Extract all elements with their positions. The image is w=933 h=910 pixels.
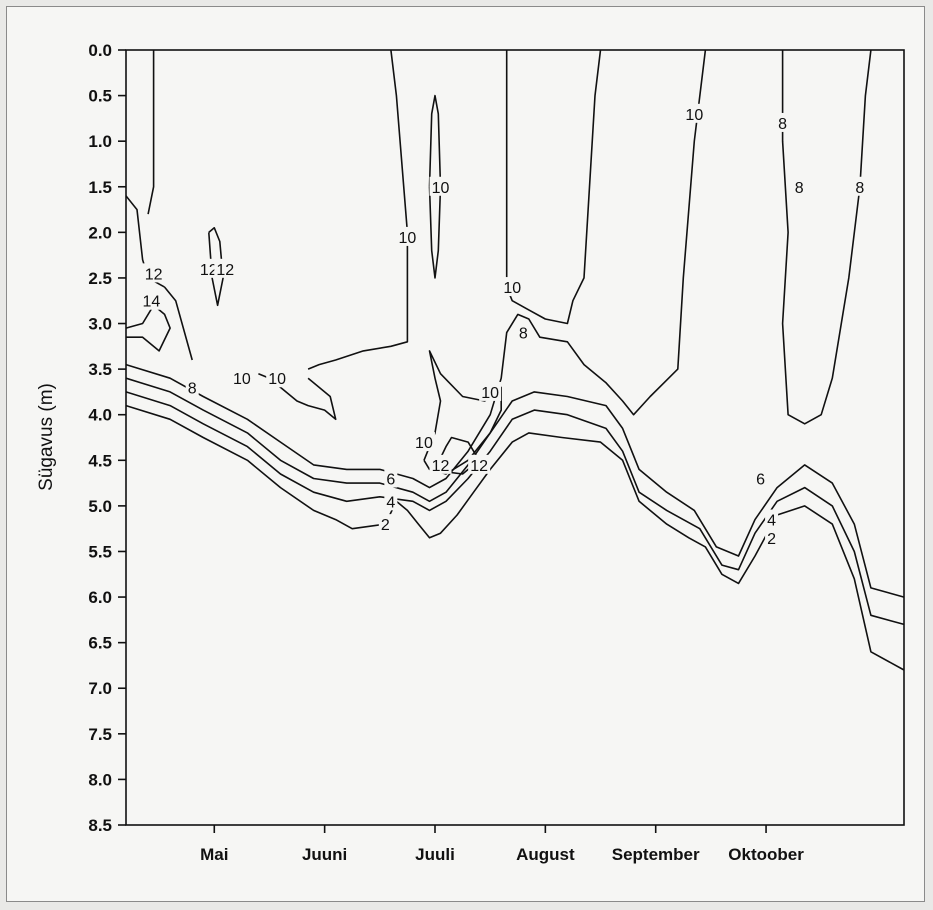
contour-label-bg — [412, 432, 435, 452]
y-tick-label: 5.5 — [88, 542, 112, 561]
contour-label-bg — [516, 322, 530, 342]
contour-label: 12 — [200, 262, 218, 279]
y-tick-label: 2.0 — [88, 223, 112, 242]
x-tick-label: Juuni — [302, 845, 347, 864]
contour-label-bg — [429, 176, 452, 196]
contour-label-bg — [853, 176, 867, 196]
contour-label-bg — [765, 509, 779, 529]
y-tick-label: 3.5 — [88, 360, 112, 379]
contour-line-12 — [208, 227, 224, 307]
contour-label: 8 — [778, 116, 787, 133]
y-tick-label: 7.0 — [88, 679, 112, 698]
contour-label: 10 — [268, 371, 286, 388]
contour-line-8 — [781, 49, 872, 425]
contour-label: 10 — [432, 180, 450, 197]
y-tick-label: 3.0 — [88, 315, 112, 334]
contour-label-bg — [754, 468, 768, 488]
contour-label: 4 — [386, 494, 395, 511]
plot-area — [125, 49, 905, 826]
contour-label-bg — [792, 176, 806, 196]
y-tick-label: 1.5 — [88, 178, 112, 197]
contour-line-4 — [125, 391, 905, 626]
contour-label-bg — [776, 112, 790, 132]
y-tick-label: 4.5 — [88, 451, 112, 470]
y-axis-title: Sügavus (m) — [36, 383, 57, 491]
contour-label: 10 — [233, 371, 251, 388]
y-tick-label: 2.5 — [88, 269, 112, 288]
contour-line-2 — [125, 404, 905, 671]
contour-label: 8 — [519, 326, 528, 343]
y-tick-label: 6.0 — [88, 588, 112, 607]
x-tick-label: Oktoober — [728, 845, 804, 864]
y-tick-label: 4.0 — [88, 406, 112, 425]
contour-label-bg — [185, 377, 199, 397]
contour-label-bg — [479, 381, 502, 401]
y-tick-label: 8.0 — [88, 770, 112, 789]
contour-label-bg — [384, 491, 398, 511]
contour-line-10 — [505, 49, 602, 325]
contour-label-bg — [378, 514, 392, 534]
contour-label-bg — [197, 258, 220, 278]
contour-label: 10 — [503, 280, 521, 297]
contour-label: 6 — [756, 472, 765, 489]
contour-label: 14 — [142, 294, 160, 311]
contour-label-bg — [230, 368, 253, 388]
contour-label-bg — [683, 103, 706, 123]
contour-lines — [125, 49, 905, 671]
y-tick-label: 0.5 — [88, 87, 112, 106]
contour-label-bg — [396, 226, 419, 246]
y-tick-label: 1.0 — [88, 132, 112, 151]
x-tick-label: Juuli — [415, 845, 455, 864]
contour-label: 8 — [795, 180, 804, 197]
contour-label: 10 — [399, 230, 417, 247]
contour-label: 12 — [145, 266, 163, 283]
y-tick-label: 7.5 — [88, 725, 112, 744]
contour-line-6 — [125, 377, 905, 598]
contour-line-12 — [163, 286, 193, 361]
contour-label-bg — [140, 290, 163, 310]
y-tick-label: 0.0 — [88, 41, 112, 60]
x-tick-label: August — [516, 845, 575, 864]
contour-label-bg — [501, 277, 524, 297]
y-tick-label: 6.5 — [88, 634, 112, 653]
y-axis: 0.0 0.5 1.0 1.5 2.0 2.5 3.0 3.5 4.0 4.5 5.0 5.5 6.0 6… — [88, 41, 126, 835]
y-tick-label: 8.5 — [88, 816, 112, 835]
contour-label: 2 — [767, 531, 776, 548]
contour-label: 12 — [216, 262, 234, 279]
contour-label-bg — [384, 468, 398, 488]
x-axis: Mai Juuni Juuli August September Oktoober — [200, 825, 804, 864]
x-tick-label: September — [612, 845, 700, 864]
contour-label: 10 — [415, 435, 433, 452]
contour-line-10 — [307, 49, 409, 370]
contour-label: 4 — [767, 513, 776, 530]
contour-label-bg — [214, 258, 237, 278]
contour-label-bg — [468, 454, 491, 474]
contour-line-14 — [125, 304, 171, 352]
contour-label-bg — [266, 368, 289, 388]
contour-label: 8 — [855, 180, 864, 197]
contour-label: 6 — [386, 472, 395, 489]
contour-line-12 — [147, 50, 155, 215]
contour-label-bg — [142, 263, 165, 283]
contour-label: 12 — [470, 458, 488, 475]
contour-line-10 — [423, 350, 503, 475]
contour-label: 12 — [432, 458, 450, 475]
contour-label: 10 — [685, 107, 703, 124]
contour-line-8 — [125, 49, 707, 489]
y-tick-label: 5.0 — [88, 497, 112, 516]
contour-label: 10 — [481, 385, 499, 402]
contour-label: 2 — [381, 517, 390, 534]
contour-label-bg — [429, 454, 452, 474]
contour-label-bg — [765, 527, 779, 547]
contour-label: 8 — [188, 380, 197, 397]
x-tick-label: Mai — [200, 845, 228, 864]
